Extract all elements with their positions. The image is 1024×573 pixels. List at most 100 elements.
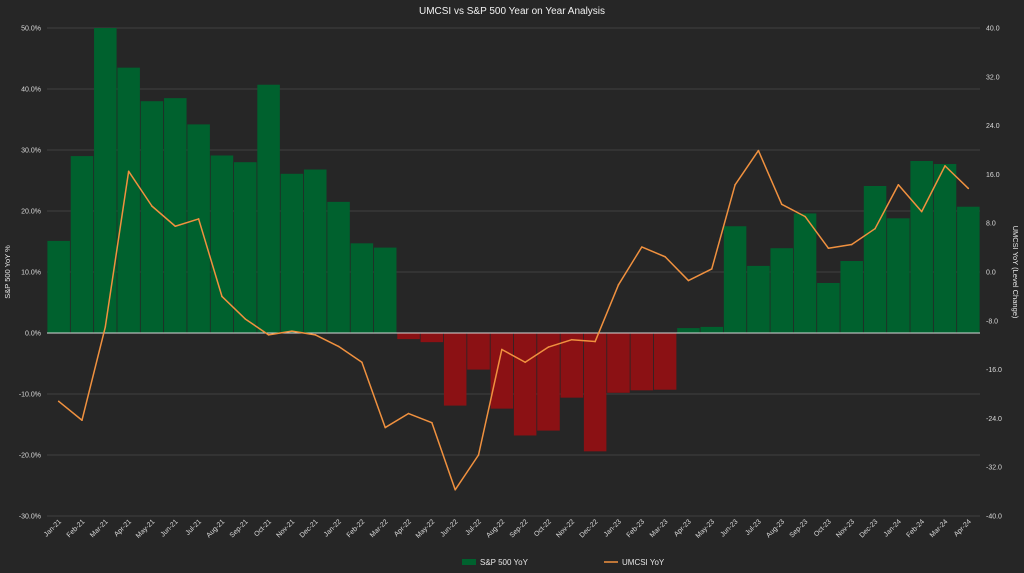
bar [723, 226, 747, 333]
line-point [874, 227, 876, 230]
line-point [920, 210, 923, 213]
bar [513, 333, 537, 436]
bar [700, 326, 724, 333]
line-point [664, 255, 666, 258]
right-tick-label: 8.0 [986, 221, 996, 228]
bar [327, 201, 350, 333]
line-point [291, 330, 293, 332]
legend-swatch-sp500 [462, 559, 476, 565]
line-point [477, 454, 480, 456]
line-point [57, 400, 60, 403]
bar-series [47, 28, 980, 452]
line-point [337, 345, 340, 348]
line-point [710, 268, 713, 270]
bar [793, 213, 817, 333]
bar [817, 282, 840, 333]
line-point [384, 426, 387, 429]
left-tick-label: 50.0% [21, 26, 41, 33]
line-point [127, 170, 130, 173]
line-point [501, 348, 503, 351]
right-tick-label: -16.0 [986, 367, 1002, 374]
bar [933, 164, 957, 333]
line-point [407, 412, 410, 415]
line-point [571, 338, 573, 341]
right-axis: 40.0 32.0 24.0 16.0 8.0 0.0 -8.0 -16.0 -24.0 -32.… [986, 26, 1002, 521]
bar [303, 169, 327, 333]
bar [350, 243, 374, 333]
bar [910, 160, 933, 333]
line-point [524, 361, 526, 364]
bar [140, 101, 164, 333]
line-point [361, 361, 363, 364]
bar [467, 333, 490, 370]
line-point [431, 421, 433, 424]
bar [583, 333, 607, 452]
legend-label-sp500: S&P 500 YoY [480, 558, 529, 567]
line-point [267, 334, 270, 336]
bar [234, 162, 257, 333]
right-tick-label: -24.0 [986, 416, 1002, 423]
right-tick-label: 24.0 [986, 123, 1000, 130]
bar [70, 156, 94, 333]
bar [677, 328, 700, 333]
right-tick-label: 40.0 [986, 26, 1000, 33]
line-point [594, 340, 596, 343]
line-point [804, 215, 806, 218]
line-point [897, 183, 900, 186]
line-point [454, 488, 456, 491]
legend-label-umcsi: UMCSI YoY [622, 558, 665, 567]
line-point [314, 334, 317, 336]
right-tick-label: -32.0 [986, 465, 1002, 472]
right-tick-label: 32.0 [986, 74, 1000, 81]
bar [630, 333, 654, 391]
bar [840, 261, 863, 333]
line-point [81, 419, 83, 422]
left-tick-label: -20.0% [19, 453, 41, 460]
bar [443, 333, 467, 406]
right-tick-label: -8.0 [986, 318, 998, 325]
line-point [640, 246, 643, 248]
line-point [197, 218, 200, 220]
bar [863, 185, 887, 333]
bar [537, 333, 560, 431]
bar [770, 248, 793, 333]
chart-title: UMCSI vs S&P 500 Year on Year Analysis [419, 6, 605, 17]
bar [887, 218, 910, 333]
line-point [547, 346, 550, 348]
line-point [104, 326, 107, 328]
line-point [967, 187, 970, 190]
line-point [174, 225, 177, 228]
right-tick-label: 0.0 [986, 270, 996, 277]
right-tick-label: 16.0 [986, 172, 1000, 179]
line-point [827, 247, 830, 250]
left-tick-label: 0.0% [25, 331, 41, 338]
bar [117, 67, 140, 334]
right-tick-label: -40.0 [986, 514, 1002, 521]
line-point [617, 284, 620, 286]
bar [187, 124, 210, 333]
line-point [757, 149, 760, 152]
bar [280, 173, 304, 333]
line-series [57, 149, 970, 491]
left-axis: 50.0% 40.0% 30.0% 20.0% 10.0% 0.0% -10.0% -20.0… [19, 26, 41, 521]
bar [957, 206, 980, 333]
line-point [151, 205, 153, 207]
right-axis-title: UMCSI YoY (Level Change) [1011, 226, 1020, 319]
bar [560, 333, 584, 398]
bar [397, 333, 420, 340]
line-point [221, 295, 223, 298]
left-tick-label: 10.0% [21, 270, 41, 277]
line-point [780, 203, 783, 206]
left-axis-title: S&P 500 YoY % [3, 245, 12, 299]
bar [420, 333, 444, 343]
left-tick-label: 40.0% [21, 87, 41, 94]
bar [490, 333, 514, 409]
left-tick-label: 30.0% [21, 148, 41, 155]
bar [94, 28, 117, 333]
line-point [944, 165, 946, 167]
left-tick-label: -10.0% [19, 392, 41, 399]
bar [164, 98, 187, 334]
line-point [734, 183, 736, 186]
